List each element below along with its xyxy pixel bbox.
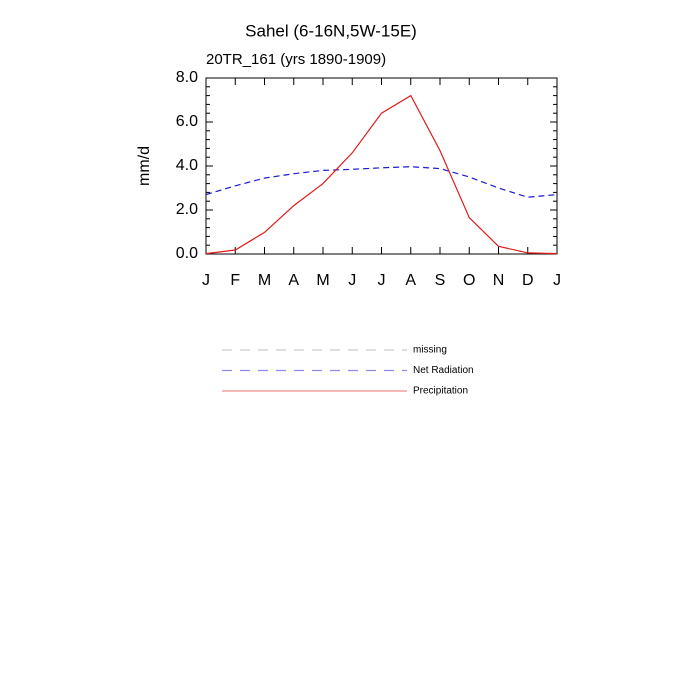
x-tick-label: A xyxy=(405,272,416,289)
chart-subtitle: 20TR_161 (yrs 1890-1909) xyxy=(206,51,386,68)
y-tick-label: 2.0 xyxy=(176,201,198,218)
x-tick-label: M xyxy=(258,272,271,289)
legend-label: missing xyxy=(413,345,447,356)
legend-label: Net Radiation xyxy=(413,365,474,376)
y-tick-label: 8.0 xyxy=(176,69,198,86)
y-axis-label: mm/d xyxy=(136,146,153,186)
x-tick-label: J xyxy=(348,272,356,289)
x-tick-label: J xyxy=(553,272,561,289)
legend-label: Precipitation xyxy=(413,386,468,397)
x-tick-label: M xyxy=(316,272,329,289)
x-tick-label: A xyxy=(288,272,299,289)
x-tick-label: F xyxy=(230,272,240,289)
x-tick-label: J xyxy=(202,272,210,289)
series-line xyxy=(205,94,558,255)
x-tick-label: O xyxy=(463,272,475,289)
y-tick-label: 0.0 xyxy=(176,245,198,262)
series-line xyxy=(205,166,558,198)
x-tick-label: S xyxy=(435,272,446,289)
chart-title: Sahel (6-16N,5W-15E) xyxy=(245,21,417,40)
x-tick-label: J xyxy=(378,272,386,289)
plot-frame xyxy=(205,77,558,255)
y-tick-label: 4.0 xyxy=(176,157,198,174)
y-tick-label: 6.0 xyxy=(176,113,198,130)
x-tick-label: D xyxy=(522,272,534,289)
x-tick-label: N xyxy=(493,272,505,289)
